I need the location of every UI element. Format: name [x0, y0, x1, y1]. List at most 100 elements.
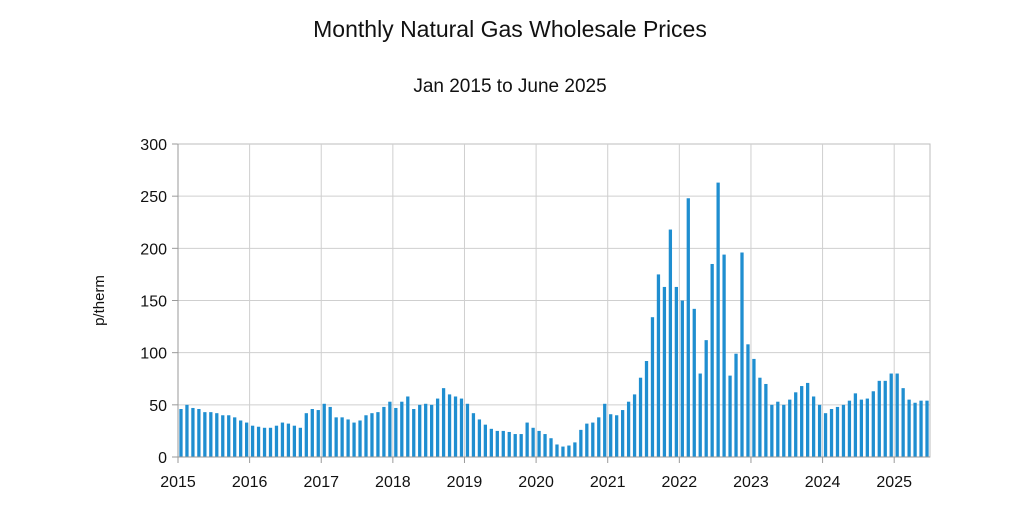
bar [435, 398, 440, 457]
bar [316, 410, 320, 457]
bar [525, 422, 529, 457]
x-tick-label: 2023 [733, 474, 769, 491]
bar [191, 407, 195, 457]
bar [859, 399, 864, 457]
bar [430, 404, 434, 457]
y-tick-label: 150 [140, 294, 167, 311]
bar [788, 399, 792, 457]
bar [250, 425, 255, 457]
bar [680, 300, 684, 457]
bar [603, 403, 607, 457]
x-tick-label: 2020 [518, 474, 554, 491]
bar [328, 406, 332, 457]
x-tick-label: 2017 [303, 474, 339, 491]
bar [555, 444, 559, 457]
bar [358, 420, 362, 457]
bar [364, 415, 368, 457]
bar [644, 361, 649, 457]
bar [650, 317, 655, 457]
bar [292, 425, 297, 457]
bar [477, 419, 482, 457]
y-tick-label: 100 [140, 346, 167, 363]
bar [913, 402, 917, 457]
x-tick-label: 2025 [876, 474, 912, 491]
bar [274, 425, 279, 457]
bar [370, 413, 374, 457]
bar [847, 400, 852, 457]
bar [304, 413, 308, 457]
bar [239, 420, 243, 457]
bar [406, 396, 410, 457]
x-tick-label: 2024 [805, 474, 841, 491]
y-tick-label: 50 [149, 398, 167, 415]
bar [215, 413, 219, 457]
bar [197, 409, 201, 457]
bar [620, 410, 625, 457]
bar [376, 412, 380, 457]
bar [507, 431, 511, 457]
bar [811, 396, 816, 457]
bar [483, 424, 488, 457]
chart-subtitle: Jan 2015 to June 2025 [413, 76, 607, 97]
bar [471, 413, 476, 457]
y-axis-label: p/therm [91, 275, 108, 326]
bar [782, 404, 786, 457]
bar [465, 403, 470, 457]
bar [901, 388, 905, 457]
bar [704, 340, 708, 457]
bar [734, 353, 738, 457]
bar [668, 229, 673, 457]
bar [322, 403, 326, 457]
bar [179, 409, 183, 457]
bar [573, 442, 577, 457]
bar [268, 427, 273, 457]
bar [656, 274, 661, 457]
bar [662, 286, 667, 457]
x-tick-label: 2022 [662, 474, 698, 491]
bar [758, 377, 762, 457]
bar [919, 400, 923, 457]
bar [752, 358, 756, 457]
bar [537, 430, 541, 457]
bar [626, 401, 631, 457]
bar [585, 423, 589, 457]
bar [829, 409, 834, 457]
bar [543, 434, 547, 457]
bar [394, 407, 398, 457]
bar [400, 401, 404, 457]
x-tick-label: 2018 [375, 474, 411, 491]
bar [262, 427, 267, 457]
bar [495, 430, 499, 457]
y-tick-label: 250 [140, 189, 167, 206]
bar [823, 413, 828, 457]
bar [746, 344, 750, 457]
x-tick-label: 2021 [590, 474, 626, 491]
bar [853, 393, 858, 457]
bar [489, 428, 493, 457]
bar [310, 409, 314, 457]
bar [531, 427, 535, 457]
bar [244, 422, 249, 457]
bar [221, 415, 225, 457]
bar [579, 429, 583, 457]
bar [340, 417, 344, 457]
chart-title: Monthly Natural Gas Wholesale Prices [313, 16, 707, 42]
bar [424, 403, 428, 457]
bar [591, 422, 595, 457]
bar [728, 375, 732, 457]
bar [203, 412, 207, 457]
bar [716, 182, 720, 457]
bar [925, 400, 929, 457]
bar [447, 394, 452, 457]
bar [334, 417, 338, 457]
x-tick-label: 2019 [447, 474, 483, 491]
bar [441, 388, 446, 457]
bar [501, 430, 505, 457]
bar [806, 382, 810, 457]
bar [459, 398, 464, 457]
y-tick-label: 200 [140, 241, 167, 258]
bar [794, 392, 798, 457]
bar [817, 404, 822, 457]
bar [615, 415, 619, 457]
